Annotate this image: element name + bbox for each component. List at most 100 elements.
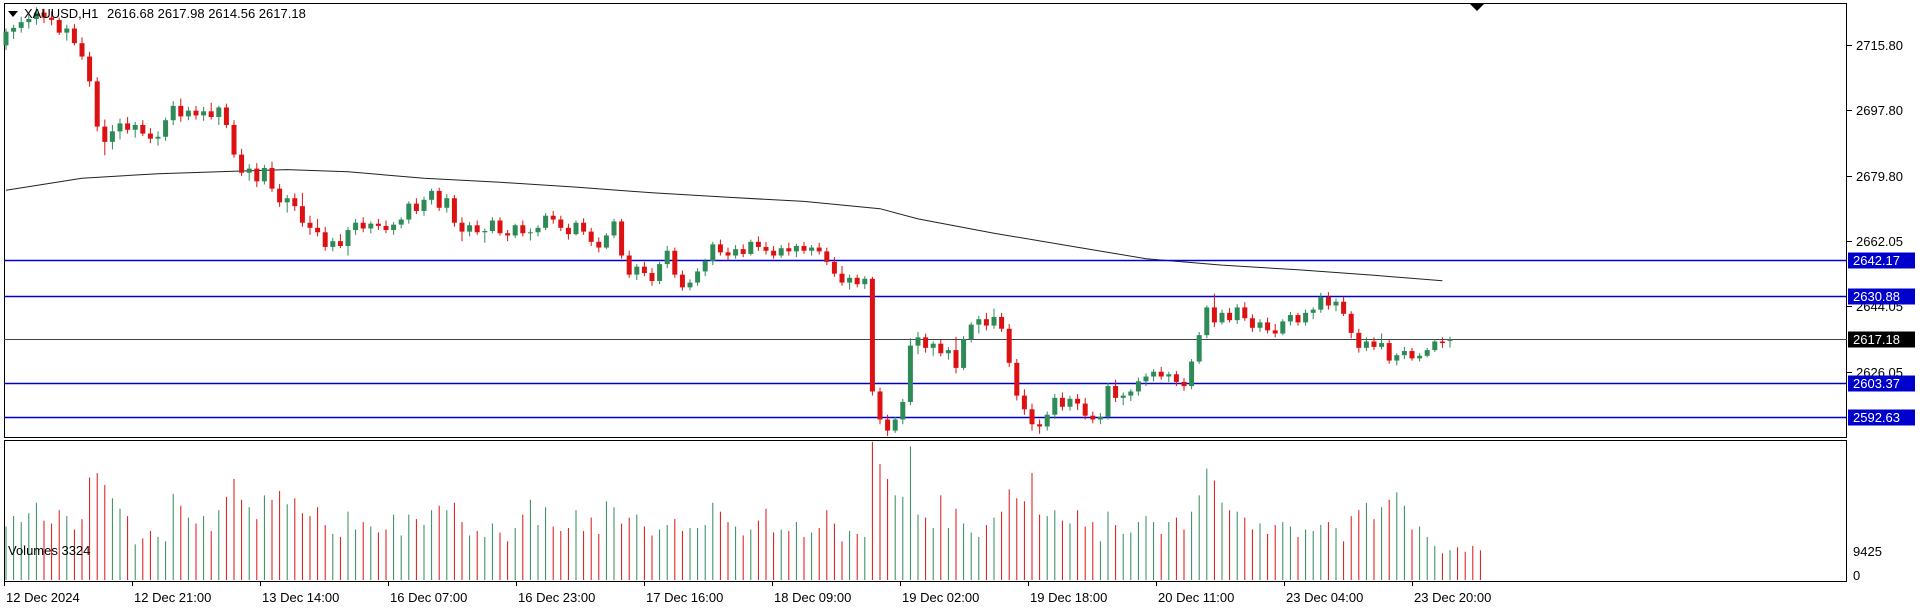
candle [79, 37, 85, 60]
candle [3, 28, 9, 51]
candle [573, 220, 579, 236]
candle-body [1386, 343, 1392, 361]
candle [307, 215, 313, 235]
candle-body [831, 261, 837, 274]
moving-average-line [5, 169, 1443, 282]
candle-body [1006, 328, 1012, 363]
time-axis-label: 23 Dec 20:00 [1414, 590, 1491, 605]
candle-body [1211, 307, 1217, 323]
time-axis-label: 17 Dec 16:00 [646, 590, 723, 605]
candle-body [915, 337, 921, 346]
candle-body [961, 339, 967, 368]
candle-body [163, 120, 169, 137]
candle [847, 274, 853, 290]
candle-body [763, 246, 769, 251]
candle [505, 230, 511, 242]
candle [292, 193, 298, 211]
level-price-label-bg [1848, 288, 1915, 305]
candle-body [930, 343, 936, 348]
price-axis[interactable]: 2715.802697.802679.802662.052644.052626.… [1847, 38, 1903, 380]
candle [1075, 394, 1081, 410]
candle [337, 234, 343, 249]
candle-body [1272, 330, 1278, 334]
candle-body [102, 126, 108, 142]
candle-body [1303, 312, 1309, 323]
candle-body [1295, 315, 1301, 323]
volume-label: Volumes 3324 [8, 543, 90, 558]
time-axis-label: 13 Dec 14:00 [262, 590, 339, 605]
candle-body [634, 266, 640, 275]
candle [1097, 413, 1103, 425]
candle-body [755, 241, 761, 247]
candle [49, 11, 55, 26]
candle-body [725, 252, 731, 256]
candle [793, 243, 799, 258]
candle-body [1037, 424, 1043, 427]
candle [1432, 339, 1438, 352]
candle-body [1439, 341, 1445, 344]
candle [1166, 371, 1172, 382]
candle [710, 241, 716, 266]
candle [239, 148, 245, 176]
volume-scale-bottom: 0 [1853, 568, 1860, 583]
candle [246, 164, 252, 181]
candle-body [619, 221, 625, 256]
candle-body [231, 124, 237, 155]
candle [1090, 411, 1096, 424]
candle [284, 195, 290, 213]
candle [877, 387, 883, 425]
candle-body [406, 203, 412, 220]
candle [1447, 336, 1453, 348]
candle-body [809, 247, 815, 251]
candle [94, 77, 100, 132]
candle [1303, 309, 1309, 326]
candle [778, 245, 784, 258]
candle-body [261, 167, 267, 182]
candle-body [862, 278, 868, 285]
ohlc-values: 2616.68 2617.98 2614.56 2617.18 [107, 6, 306, 21]
candle-body [535, 227, 541, 233]
candle-body [907, 345, 913, 402]
candle [869, 276, 875, 396]
candle [1052, 394, 1058, 419]
candle-body [999, 316, 1005, 329]
chart-shift-marker-icon[interactable] [1470, 4, 1484, 11]
candle [155, 131, 161, 146]
candle-body [1341, 301, 1347, 314]
candle-body [983, 319, 989, 326]
level-price-label: 2603.37 [1853, 376, 1900, 391]
candle-body [1234, 307, 1240, 321]
level-price-label: 2592.63 [1853, 410, 1900, 425]
candle [482, 228, 488, 243]
time-axis-label: 12 Dec 2024 [6, 590, 80, 605]
candle [1014, 358, 1020, 401]
candle-body [771, 250, 777, 256]
candle [467, 222, 473, 237]
candle [1348, 311, 1354, 339]
price-tick-label: 2715.80 [1856, 38, 1903, 53]
candle-body [520, 225, 526, 234]
candle [1143, 373, 1149, 387]
candle-body [877, 391, 883, 420]
candle-body [1257, 322, 1263, 328]
candle [474, 220, 480, 235]
volume-scale-top: 9425 [1853, 544, 1882, 559]
menu-triangle-icon[interactable] [8, 11, 18, 17]
candle-body [497, 220, 503, 234]
candle [1371, 337, 1377, 351]
candle [178, 98, 184, 122]
candle-body [611, 221, 617, 236]
time-axis-label: 18 Dec 09:00 [774, 590, 851, 605]
candle-body [1196, 335, 1202, 362]
candle [1151, 369, 1157, 382]
candle-body [391, 224, 397, 231]
candle [1082, 397, 1088, 420]
candle-body [436, 190, 442, 208]
time-axis[interactable]: 12 Dec 2024 12 Dec 21:00 13 Dec 14:00 16 De… [4, 582, 1492, 605]
candle [421, 196, 427, 216]
candle [991, 308, 997, 329]
candle-body [155, 136, 161, 139]
candle-body [1082, 403, 1088, 416]
candle-body [717, 244, 723, 253]
